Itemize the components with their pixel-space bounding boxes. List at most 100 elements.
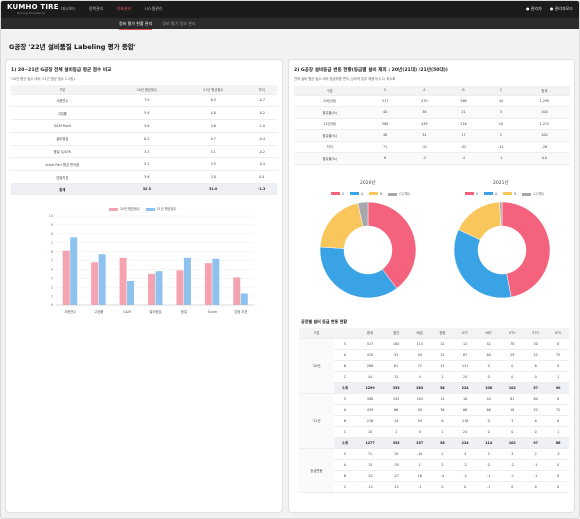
- bar[interactable]: [98, 254, 106, 305]
- table-cell: 86: [547, 437, 569, 448]
- table-cell: 335: [384, 437, 408, 448]
- donut-slice[interactable]: [357, 201, 369, 227]
- table-cell: 0: [441, 484, 444, 489]
- user-menu-label: 관리자모드: [554, 6, 573, 11]
- table-cell: 72: [556, 352, 561, 357]
- bar[interactable]: [148, 273, 155, 305]
- bar[interactable]: [91, 262, 99, 305]
- nav-item-system[interactable]: 시스템관리: [144, 6, 163, 11]
- user-menu[interactable]: ● 관리자모드: [550, 6, 573, 12]
- bar[interactable]: [70, 237, 78, 305]
- table-cell: 0: [464, 484, 467, 489]
- table-cell: 0: [487, 462, 490, 467]
- table-row: A 470 91 94 22 67 60 29 22 72: [299, 349, 569, 360]
- legend-item[interactable]: 20년 평균점수: [109, 206, 140, 211]
- nav-item-metrics[interactable]: 지표관리: [116, 6, 132, 11]
- main-nav: 대시보드 정책관리 지표관리 시스템관리: [61, 6, 163, 12]
- table-cell: C: [343, 374, 347, 379]
- legend-swatch: [145, 207, 155, 211]
- donut-slice[interactable]: [319, 202, 364, 249]
- bar[interactable]: [176, 270, 184, 305]
- table-row: 점유율(%) 48 34 17 2 100: [294, 129, 570, 141]
- table-cell: 1: [557, 374, 560, 379]
- y-tick-label: 9: [51, 223, 53, 227]
- table-cell: 10: [498, 121, 504, 126]
- table-cell: 29: [510, 352, 515, 357]
- table-cell: 100: [541, 133, 548, 138]
- table-cell: -2: [463, 473, 467, 478]
- bar[interactable]: [240, 293, 248, 305]
- table-cell: 102: [500, 437, 525, 448]
- table-cell: 4.8: [210, 111, 216, 116]
- donut-2021-title: 2021년: [493, 181, 509, 186]
- table-row: 합계 32.3 31.0 -1.3: [11, 183, 277, 195]
- table-cell: 5.1: [144, 162, 150, 167]
- legend-item[interactable]: A: [350, 192, 363, 196]
- table-cell: 21: [461, 110, 466, 115]
- user-name[interactable]: ● 관리자: [526, 6, 542, 12]
- bar[interactable]: [204, 263, 212, 305]
- table-cell: 1,299: [539, 98, 550, 103]
- table-cell: 184: [392, 341, 400, 346]
- table-cell: 100: [541, 110, 548, 115]
- table-cell: 7.0: [144, 98, 150, 103]
- nav-item-dashboard[interactable]: 대시보드: [61, 6, 76, 11]
- table-row: 구분 S A B C 합계: [294, 86, 570, 95]
- donut-slice[interactable]: [367, 201, 417, 289]
- tab-evaluation-info[interactable]: 정비 평가 정보 관리: [162, 21, 196, 26]
- table-cell: 18: [510, 407, 515, 412]
- bar[interactable]: [233, 277, 241, 305]
- table-cell: 470: [421, 98, 428, 103]
- brand-logo[interactable]: KUMHO TIRE: [7, 3, 59, 11]
- table-cell: 0: [534, 374, 537, 379]
- table-cell: 8: [557, 341, 560, 346]
- table-cell: B: [343, 418, 346, 423]
- table-header-cell: 합계: [518, 86, 570, 95]
- bar[interactable]: [212, 258, 220, 305]
- table-cell: 108: [476, 382, 501, 393]
- x-tick-label: G&M: [123, 310, 131, 314]
- table-cell: 차이: [326, 145, 333, 150]
- table-header-cell: 구분: [294, 86, 366, 95]
- table-cell: 97: [524, 437, 548, 448]
- donut-slice[interactable]: [453, 229, 512, 299]
- table-cell: 21년(대): [323, 122, 337, 127]
- nav-item-policy[interactable]: 정책관리: [88, 6, 104, 11]
- donut-slice[interactable]: [501, 201, 551, 298]
- legend-item[interactable]: C(기타): [388, 191, 410, 196]
- table-cell: 72: [417, 363, 422, 368]
- donut-slice[interactable]: [319, 246, 398, 299]
- legend-item[interactable]: B: [369, 192, 382, 196]
- bar[interactable]: [119, 257, 127, 305]
- donut-2020-title: 2020년: [360, 181, 376, 186]
- legend-item[interactable]: C(기타): [522, 191, 544, 196]
- legend-item[interactable]: S: [465, 192, 478, 196]
- bar[interactable]: [127, 280, 135, 305]
- table-cell: 78: [510, 341, 515, 346]
- tab-evaluation-status[interactable]: 정비 평가 현황 관리: [119, 21, 153, 30]
- table-cell: 61: [394, 363, 399, 368]
- legend-item[interactable]: A: [484, 192, 497, 196]
- table-header-cell: [333, 328, 356, 338]
- left-panel-title: 1) 20~21년 G공장 전체 설비등급 평균 점수 비교: [11, 68, 112, 73]
- table-header-cell: NKT: [476, 328, 501, 338]
- legend-item[interactable]: 21년 평균점수: [145, 206, 176, 211]
- table-cell: 4: [418, 374, 421, 379]
- y-tick-label: 5: [51, 259, 53, 263]
- table-cell: 40: [383, 110, 388, 115]
- table-row: 점유율(%) 6 -2 -4 -1 0.0: [294, 152, 570, 164]
- table-cell: -0.2: [258, 149, 265, 154]
- donut-slice[interactable]: [499, 201, 503, 227]
- legend-item[interactable]: B: [503, 192, 516, 196]
- legend-item[interactable]: S: [331, 192, 344, 196]
- bar[interactable]: [155, 271, 163, 305]
- legend-label: C(기타): [533, 192, 544, 196]
- bar[interactable]: [62, 250, 70, 305]
- table-cell: 224: [453, 382, 477, 393]
- table-header-cell: STO: [524, 328, 548, 338]
- table-cell: -1: [534, 462, 538, 467]
- table-cell: 3.1: [210, 149, 216, 154]
- x-tick-label: 품질: [181, 309, 187, 314]
- bar[interactable]: [183, 257, 191, 305]
- table-cell: -10: [417, 451, 423, 456]
